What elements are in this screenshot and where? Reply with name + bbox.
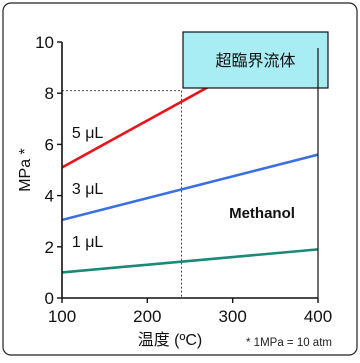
y-tick-label: 4 (45, 187, 54, 206)
x-tick-label: 200 (133, 307, 161, 326)
y-tick-label: 2 (45, 238, 54, 257)
compound-label: Methanol (229, 205, 295, 222)
series-line-2 (62, 153, 318, 222)
series-label-3: 1 μL (72, 234, 104, 251)
y-tick-label: 8 (45, 84, 54, 103)
axes: 0 2 4 6 8 10 100 200 300 400 (35, 33, 332, 326)
y-axis-label: MPa * (17, 148, 34, 192)
y-tick-label: 6 (45, 135, 54, 154)
series-line-3 (62, 248, 318, 274)
x-tick-label: 100 (48, 307, 76, 326)
series-label-1: 5 μL (72, 125, 104, 142)
supercritical-region-box (182, 31, 329, 89)
x-axis-label: 温度 (ºC) (138, 331, 203, 349)
series-label-2: 3 μL (72, 181, 104, 198)
x-tick-label: 400 (304, 307, 332, 326)
y-tick-label: 10 (35, 33, 54, 52)
x-tick-label: 300 (218, 307, 246, 326)
footnote: * 1MPa = 10 atm (246, 337, 332, 349)
supercritical-region-label: 超臨界流体 (215, 52, 295, 70)
y-tick-label: 0 (45, 289, 54, 308)
